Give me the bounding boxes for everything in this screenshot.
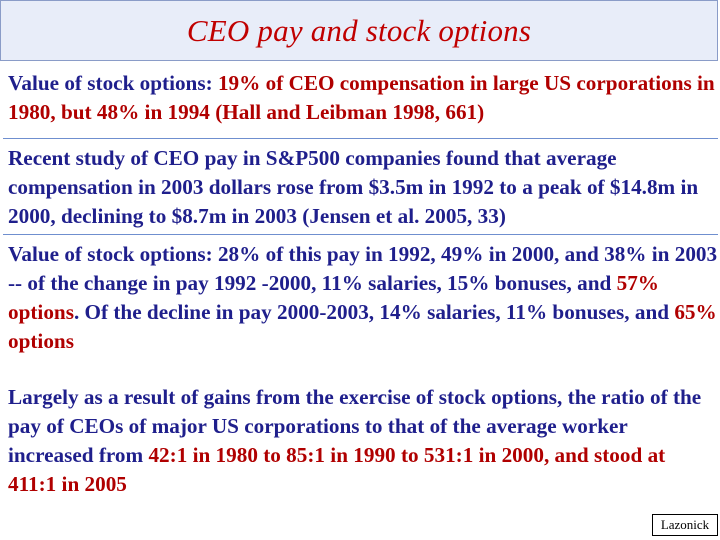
paragraph-ceo-pay-study: Recent study of CEO pay in S&P500 compan… bbox=[8, 144, 718, 231]
divider-2 bbox=[3, 234, 718, 235]
p3-lead: Value of stock options: 28% of this pay … bbox=[8, 242, 718, 295]
paragraph-stock-options-share: Value of stock options: 19% of CEO compe… bbox=[8, 69, 718, 127]
slide-title: CEO pay and stock options bbox=[186, 12, 532, 48]
p3-highlight-options-change: 57% options bbox=[8, 271, 659, 324]
p1-lead: Value of stock options: bbox=[8, 71, 218, 95]
p4-lead: Largely as a result of gains from the ex… bbox=[8, 385, 702, 467]
p3-highlight-options-decline: 65% options bbox=[8, 300, 717, 353]
p4-highlight-ratios: 42:1 in 1980 to 85:1 in 1990 to 531:1 in… bbox=[8, 443, 666, 496]
title-banner: CEO pay and stock options bbox=[0, 0, 718, 61]
paragraph-options-value-breakdown: Value of stock options: 28% of this pay … bbox=[8, 240, 718, 356]
divider-1 bbox=[3, 138, 718, 139]
p2-text: Recent study of CEO pay in S&P500 compan… bbox=[8, 146, 699, 228]
author-label: Lazonick bbox=[652, 514, 718, 536]
p3-middle: . Of the decline in pay 2000-2003, 14% s… bbox=[73, 300, 675, 324]
paragraph-pay-ratio: Largely as a result of gains from the ex… bbox=[8, 383, 718, 499]
p1-highlight: 19% of CEO compensation in large US corp… bbox=[8, 71, 715, 124]
